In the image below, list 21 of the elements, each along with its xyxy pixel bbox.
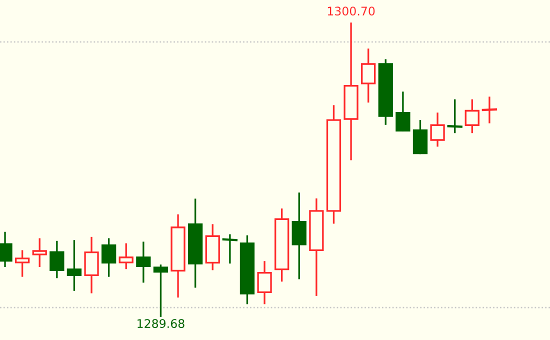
candlestick <box>344 22 358 160</box>
candlestick <box>222 234 238 264</box>
candlestick <box>50 240 64 278</box>
candlestick <box>170 214 186 298</box>
candlestick <box>274 208 290 282</box>
candlestick <box>361 48 376 103</box>
candlestick <box>292 192 306 280</box>
annotation: 1289.68 <box>138 319 184 328</box>
candlestick <box>326 105 342 224</box>
candlestick <box>430 112 445 147</box>
candlestick <box>32 238 47 267</box>
candlestick <box>482 96 498 124</box>
candlestick <box>84 236 99 294</box>
candlestick <box>188 198 203 288</box>
candlestick <box>66 240 82 291</box>
candlestick <box>309 198 324 296</box>
candlestick <box>102 238 116 277</box>
candlestick <box>14 250 30 277</box>
annotation: 1300.70 <box>328 6 375 16</box>
candlestick <box>136 242 151 283</box>
candlestick <box>257 261 272 304</box>
